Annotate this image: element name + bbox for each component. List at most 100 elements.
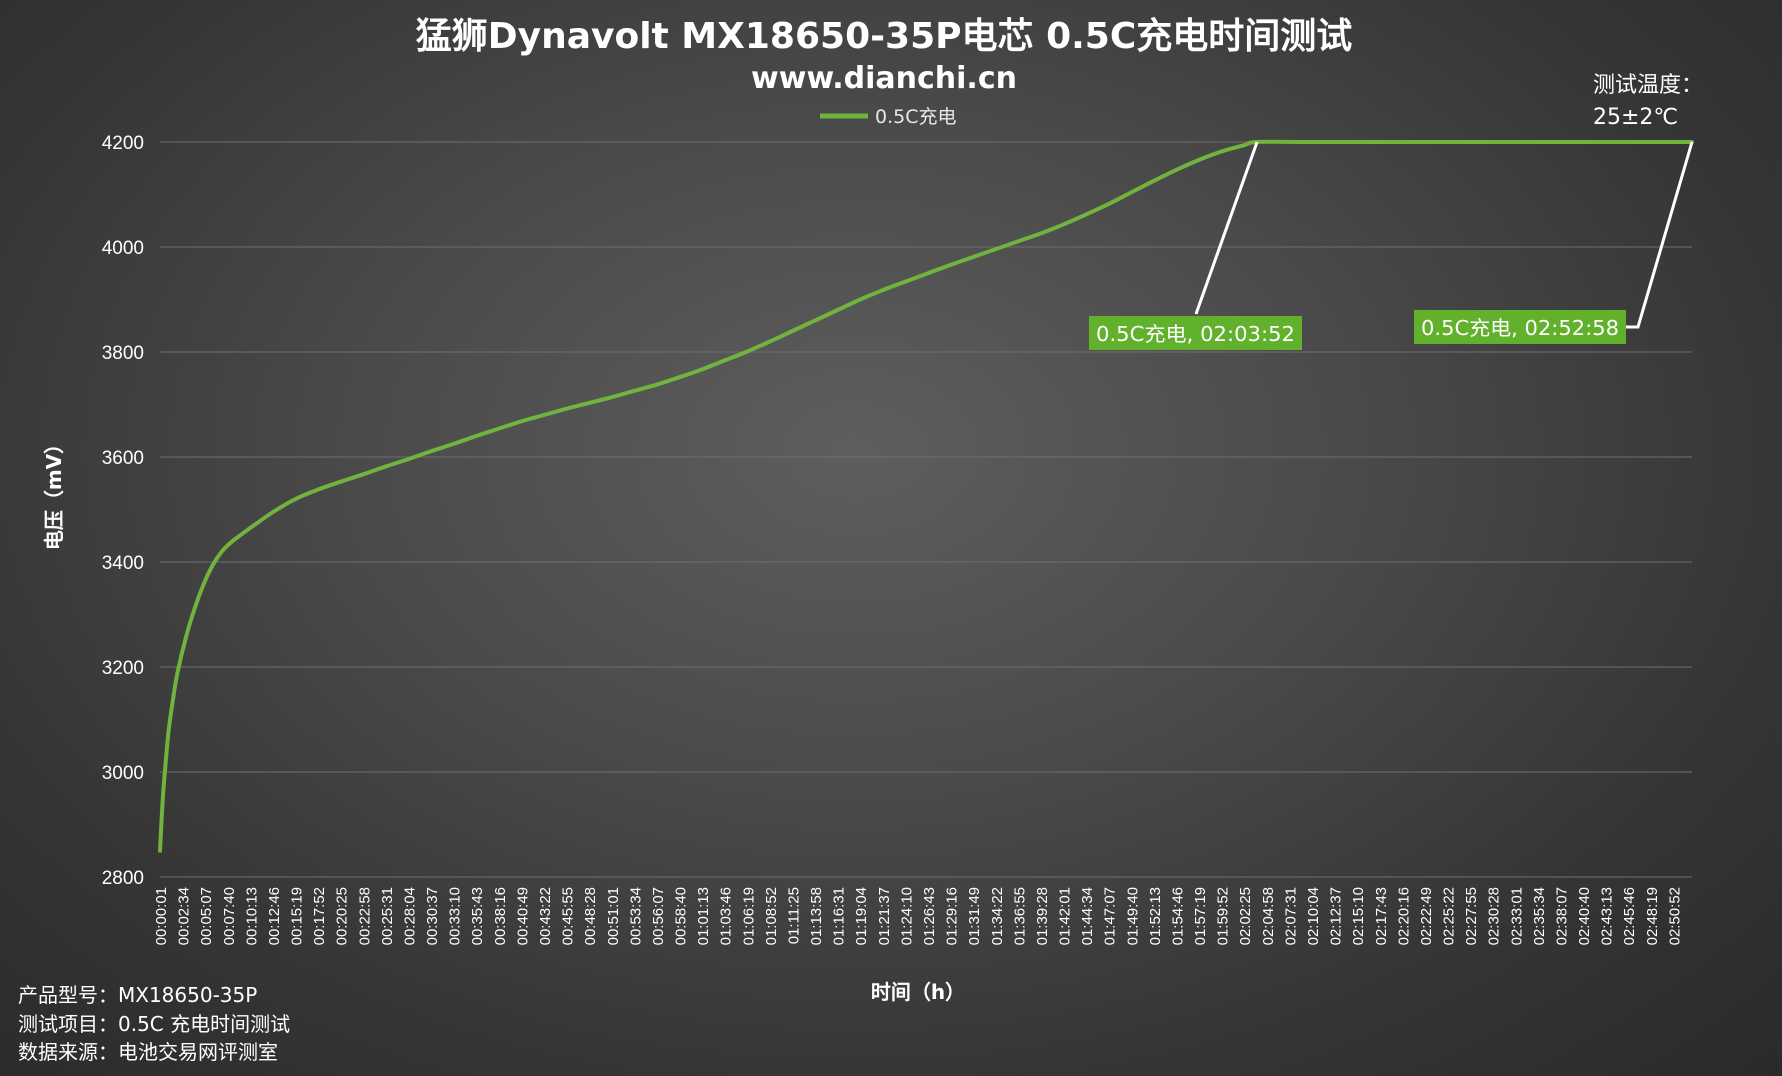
x-tick-label: 02:45:46 [1621,887,1638,945]
x-tick-label: 00:30:37 [424,887,441,945]
x-tick-label: 02:38:07 [1553,887,1570,945]
x-tick-label: 02:25:22 [1441,887,1458,945]
chart-subtitle: www.dianchi.cn [751,61,1017,96]
x-tick-label: 00:25:31 [379,887,396,945]
x-tick-label: 00:33:10 [447,887,464,945]
x-tick-label: 01:19:04 [853,887,870,945]
x-tick-label: 01:57:19 [1192,887,1209,945]
legend: 0.5C充电 [820,106,956,128]
annotation-label: 0.5C充电, 02:52:58 [1421,316,1619,340]
y-tick-label: 4200 [102,133,144,154]
x-tick-label: 01:34:22 [989,887,1006,945]
footer-source: 数据来源：电池交易网评测室 [18,1040,278,1064]
x-tick-label: 01:11:25 [785,887,802,944]
x-tick-label: 02:17:43 [1373,887,1390,945]
x-tick-label: 01:49:40 [1124,887,1141,945]
x-tick-label: 02:15:10 [1350,887,1367,945]
x-tick-label: 02:22:49 [1418,887,1435,945]
x-tick-label: 02:43:13 [1599,887,1616,945]
x-tick-label: 02:33:01 [1508,887,1525,945]
x-tick-label: 01:29:16 [944,887,961,945]
y-axis-ticks: 2800 3000 3200 3400 3600 3800 4000 4200 [102,133,144,889]
x-tick-label: 00:56:07 [650,887,667,945]
plot-area [158,139,1694,853]
x-tick-label: 01:06:19 [740,887,757,945]
legend-label: 0.5C充电 [875,106,956,128]
footer-item: 测试项目：0.5C 充电时间测试 [18,1012,290,1036]
x-tick-label: 02:04:58 [1260,887,1277,945]
annotation-leader [1626,141,1694,329]
x-tick-label: 01:26:43 [921,887,938,945]
x-tick-label: 00:35:43 [469,887,486,945]
x-tick-label: 01:16:31 [831,887,848,945]
y-tick-label: 3200 [102,658,144,679]
x-tick-label: 01:39:28 [1034,887,1051,945]
x-tick-label: 00:10:13 [243,887,260,945]
x-tick-label: 00:05:07 [198,887,215,945]
x-tick-label: 01:08:52 [763,887,780,945]
x-tick-label: 00:00:01 [153,887,170,945]
annotation-leader [1194,141,1259,315]
test-temp-label: 测试温度： [1593,73,1703,98]
x-tick-label: 00:20:25 [334,887,351,945]
x-tick-label: 00:45:55 [560,887,577,945]
y-axis-label: 电压（mV） [42,434,66,550]
chart-title: 猛狮Dynavolt MX18650-35P电芯 0.5C充电时间测试 [416,16,1353,57]
annotation-label: 0.5C充电, 02:03:52 [1096,322,1295,346]
x-tick-label: 02:07:31 [1282,887,1299,945]
x-tick-label: 01:42:01 [1057,887,1074,945]
x-tick-label: 01:52:13 [1147,887,1164,945]
x-tick-label: 01:54:46 [1169,887,1186,945]
x-tick-label: 00:40:49 [514,887,531,945]
x-tick-label: 00:53:34 [627,887,644,945]
y-tick-label: 3000 [102,763,144,784]
x-axis-ticks: 00:00:01 00:02:34 00:05:07 00:07:40 00:10:13… [153,887,1683,945]
x-tick-label: 01:44:34 [1079,887,1096,945]
annotation-box [1414,310,1626,344]
x-tick-label: 00:07:40 [221,887,238,945]
y-tick-label: 3800 [102,343,144,364]
y-tick-label: 3600 [102,448,144,469]
x-tick-label: 01:36:55 [1011,887,1028,945]
x-tick-label: 02:40:40 [1576,887,1593,945]
x-tick-label: 00:38:16 [492,887,509,945]
x-tick-label: 01:13:58 [808,887,825,945]
x-tick-label: 00:22:58 [356,887,373,945]
series-line [158,139,1694,853]
x-tick-label: 00:58:40 [673,887,690,945]
test-temp-value: 25±2℃ [1593,105,1678,130]
x-tick-label: 02:50:52 [1666,887,1683,945]
gridlines [160,141,1692,878]
y-tick-label: 3400 [102,553,144,574]
x-tick-label: 01:47:07 [1102,887,1119,945]
x-tick-label: 01:59:52 [1215,887,1232,945]
x-tick-label: 02:27:55 [1463,887,1480,945]
x-tick-label: 02:10:04 [1305,887,1322,945]
x-tick-label: 00:15:19 [289,887,306,945]
x-tick-label: 02:35:34 [1531,887,1548,945]
annotations: 0.5C充电, 02:03:52 0.5C充电, 02:52:58 [1089,141,1694,350]
y-tick-label: 4000 [102,238,144,259]
x-tick-label: 01:24:10 [898,887,915,945]
x-tick-label: 00:43:22 [537,887,554,945]
x-axis-label: 时间（h） [871,980,965,1004]
x-tick-label: 02:02:25 [1237,887,1254,945]
x-tick-label: 01:31:49 [966,887,983,945]
x-tick-label: 00:02:34 [176,887,193,945]
x-tick-label: 02:12:37 [1328,887,1345,945]
x-tick-label: 02:48:19 [1644,887,1661,945]
x-tick-label: 00:48:28 [582,887,599,945]
x-tick-label: 01:03:46 [718,887,735,945]
x-tick-label: 02:30:28 [1486,887,1503,945]
annotation-box [1089,316,1302,350]
x-tick-label: 00:28:04 [401,887,418,945]
x-tick-label: 00:17:52 [311,887,328,945]
x-tick-label: 02:20:16 [1395,887,1412,945]
y-tick-label: 2800 [102,868,144,889]
x-tick-label: 01:01:13 [695,887,712,945]
x-tick-label: 00:12:46 [266,887,283,945]
x-tick-label: 01:21:37 [876,887,893,945]
footer-product: 产品型号：MX18650-35P [18,983,257,1007]
